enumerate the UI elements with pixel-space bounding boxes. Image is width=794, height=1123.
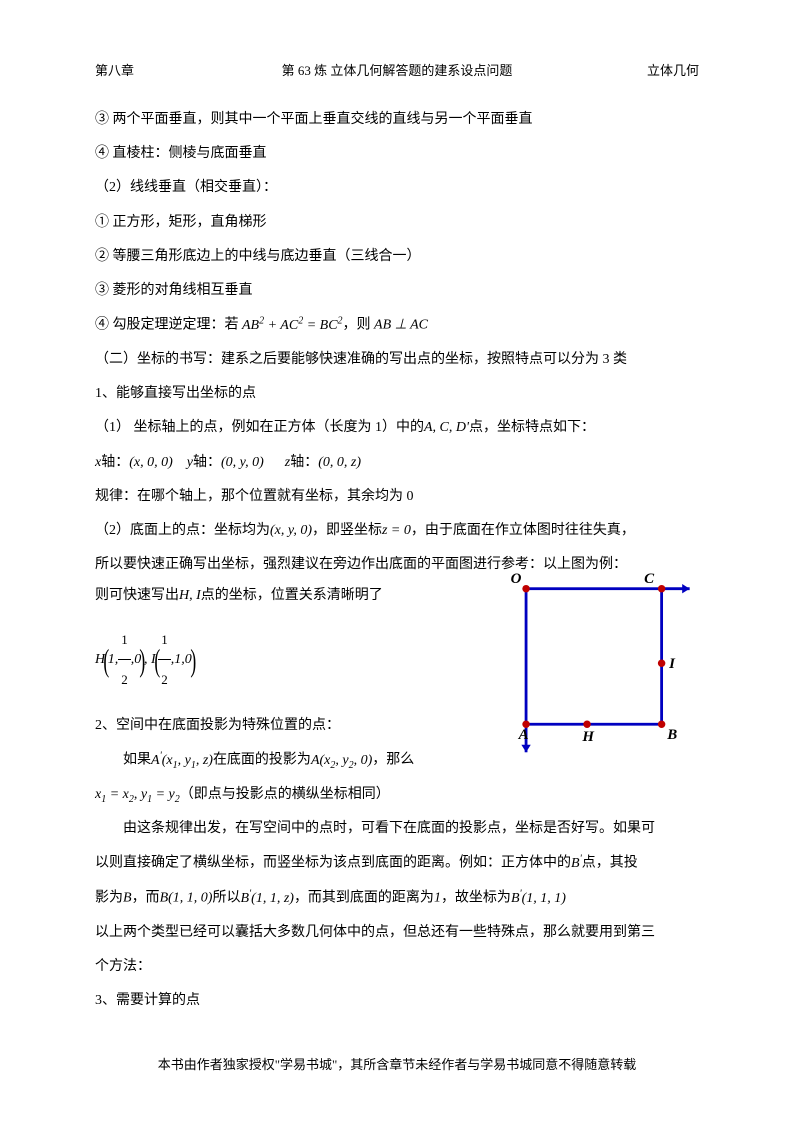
text: 点，坐标特点如下： [469, 420, 595, 435]
svg-text:A: A [518, 727, 529, 743]
text: 则可快速写出 [95, 588, 179, 603]
math-expr: B' [571, 856, 582, 871]
math-expr: AB ⊥ AC [374, 318, 428, 333]
text-line: 由这条规律出发，在写空间中的点时，可看下在底面的投影点，坐标是否好写。如果可 [95, 813, 699, 845]
text-line: 以上两个类型已经可以囊括大多数几何体中的点，但总还有一些特殊点，那么就要用到第三 [95, 917, 699, 949]
text-line: x1 = x2, y1 = y2（即点与投影点的横纵坐标相同） [95, 779, 475, 811]
header-left: 第八章 [95, 60, 175, 79]
page-header: 第八章 第 63 炼 立体几何解答题的建系设点问题 立体几何 [95, 60, 699, 79]
text: ④ 勾股定理逆定理：若 [95, 318, 242, 333]
math-expr: B(1, 1, 0) [160, 891, 213, 906]
math-expr: A'(x1, y1, z) [151, 753, 213, 768]
text-line: （1） 坐标轴上的点，例如在正方体（长度为 1）中的A, C, D'点，坐标特点… [95, 412, 699, 444]
math-var: 1 [434, 891, 441, 906]
denominator: 2 [118, 660, 131, 699]
page-footer: 本书由作者独家授权"学易书城"，其所含章节未经作者与学易书城同意不得随意转载 [0, 1054, 794, 1073]
text-line: 1、能够直接写出坐标的点 [95, 378, 699, 410]
math-text: 1, [108, 652, 119, 667]
text: ，那么 [372, 753, 414, 768]
math-expr: B'(1, 1, z) [240, 891, 293, 906]
text-line: 3、需要计算的点 [95, 985, 699, 1017]
text-line: 规律：在哪个轴上，那个位置就有坐标，其余均为 0 [95, 481, 699, 513]
text: （1） 坐标轴上的点，例如在正方体（长度为 1）中的 [95, 420, 424, 435]
math-text: ,1,0 [171, 652, 192, 667]
paren-icon: ( [154, 612, 160, 708]
text: ，由于底面在作立体图时往往失真， [411, 523, 635, 538]
text-line: 个方法： [95, 951, 699, 983]
text: 点，其投 [582, 856, 638, 871]
svg-text:C: C [644, 571, 655, 587]
text-line: 则可快速写出H, I点的坐标，位置关系清晰明了 [95, 583, 475, 610]
math-line: H(1,12,0), I(12,1,0) [95, 612, 475, 708]
text: （即点与投影点的横纵坐标相同） [180, 787, 390, 802]
math-expr: z = 0 [382, 523, 411, 538]
math-expr: A, C, D' [424, 420, 469, 435]
text: 影为 [95, 891, 123, 906]
math-expr: B'(1, 1, 1) [511, 891, 566, 906]
text-line: 影为B，而B(1, 1, 0)所以B'(1, 1, z)，而其到底面的距离为1，… [95, 882, 699, 915]
numerator: 1 [118, 620, 131, 660]
text-line: 2、空间中在底面投影为特殊位置的点： [95, 710, 475, 742]
math-expr: AB2 + AC2 = BC2 [242, 318, 343, 333]
text-line: 以则直接确定了横纵坐标，而竖坐标为该点到底面的距离。例如：正方体中的B'点，其投 [95, 847, 699, 880]
text: 轴： [193, 455, 221, 470]
text: 轴： [290, 455, 318, 470]
math-expr: H, I [179, 588, 201, 603]
svg-text:H: H [581, 729, 594, 745]
body-content: ③ 两个平面垂直，则其中一个平面上垂直交线的直线与另一个平面垂直 ④ 直棱柱：侧… [95, 104, 699, 1018]
text: ，故坐标为 [441, 891, 511, 906]
text-line: x轴：(x, 0, 0) y轴：(0, y, 0) z轴：(0, 0, z) [95, 447, 699, 479]
text-line: ③ 两个平面垂直，则其中一个平面上垂直交线的直线与另一个平面垂直 [95, 104, 699, 136]
svg-text:O: O [511, 571, 522, 587]
text: ，而 [132, 891, 160, 906]
text-line: ④ 直棱柱：侧棱与底面垂直 [95, 138, 699, 170]
text: 所以 [212, 891, 240, 906]
math-expr: (0, 0, z) [318, 455, 361, 470]
text-line: ④ 勾股定理逆定理：若 AB2 + AC2 = BC2，则 AB ⊥ AC [95, 309, 699, 342]
text: 在底面的投影为 [213, 753, 311, 768]
header-right: 立体几何 [619, 60, 699, 79]
math-expr: A(x2, y2, 0) [311, 753, 372, 768]
text: ，即竖坐标 [312, 523, 382, 538]
fraction: 12 [118, 620, 131, 699]
text: ，则 [343, 318, 375, 333]
text: ，而其到底面的距离为 [294, 891, 434, 906]
math-expr: (x, y, 0) [270, 523, 312, 538]
paren-icon: ) [190, 612, 196, 708]
svg-text:I: I [668, 656, 676, 672]
text: 以则直接确定了横纵坐标，而竖坐标为该点到底面的距离。例如：正方体中的 [95, 856, 571, 871]
math-expr: (0, y, 0) [221, 455, 264, 470]
text: 点的坐标，位置关系清晰明了 [201, 588, 383, 603]
math-var: B [123, 891, 132, 906]
paren-icon: ( [104, 612, 110, 708]
text-line: ③ 菱形的对角线相互垂直 [95, 275, 699, 307]
header-center: 第 63 炼 立体几何解答题的建系设点问题 [175, 60, 619, 79]
text: 轴： [101, 455, 129, 470]
text-line: ① 正方形，矩形，直角梯形 [95, 207, 699, 239]
paren-icon: ) [140, 612, 146, 708]
text-line: 如果A'(x1, y1, z)在底面的投影为A(x2, y2, 0)，那么 [95, 744, 475, 777]
svg-text:B: B [666, 727, 677, 743]
page: 第八章 第 63 炼 立体几何解答题的建系设点问题 立体几何 ③ 两个平面垂直，… [0, 0, 794, 1123]
text-line: （2）线线垂直（相交垂直）： [95, 172, 699, 204]
square-diagram: O C A B I H [484, 570, 699, 785]
math-expr: (x, 0, 0) [129, 455, 173, 470]
text-line: （2）底面上的点：坐标均为(x, y, 0)，即竖坐标z = 0，由于底面在作立… [95, 515, 699, 547]
math-expr: x1 = x2, y1 = y2 [95, 787, 180, 802]
text-line: （二）坐标的书写：建系之后要能够快速准确的写出点的坐标，按照特点可以分为 3 类 [95, 344, 699, 376]
text-line: ② 等腰三角形底边上的中线与底边垂直（三线合一） [95, 241, 699, 273]
text: （2）底面上的点：坐标均为 [95, 523, 270, 538]
text: 如果 [95, 753, 151, 768]
